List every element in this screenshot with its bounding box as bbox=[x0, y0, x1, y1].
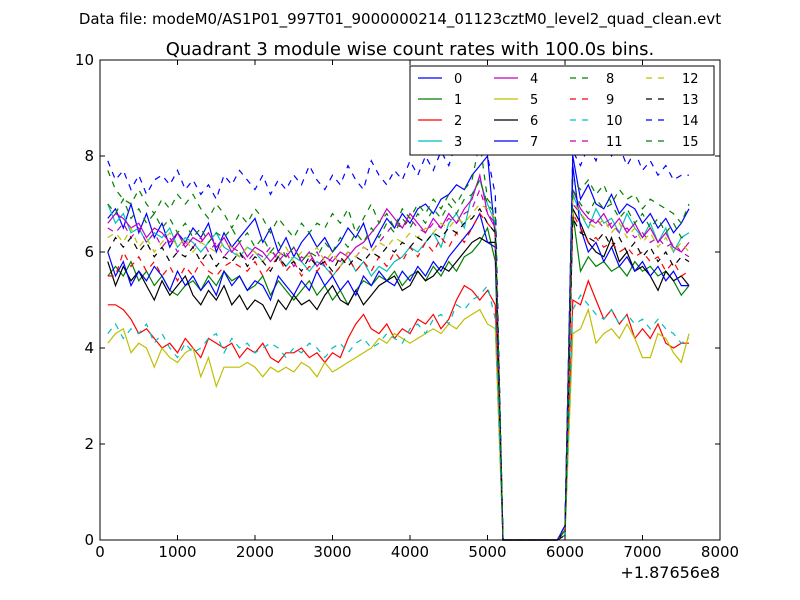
x-tick-label: 4000 bbox=[391, 543, 429, 561]
y-tick-label: 4 bbox=[84, 339, 94, 357]
series-line-7 bbox=[107, 165, 689, 541]
series-line-10 bbox=[107, 284, 690, 541]
legend-label-11: 11 bbox=[606, 135, 623, 150]
series-line-9 bbox=[107, 211, 690, 541]
plot-series-group bbox=[107, 103, 690, 541]
series-line-14 bbox=[107, 103, 689, 541]
y-tick-label: 10 bbox=[75, 51, 94, 69]
x-tick-label: 6000 bbox=[546, 543, 584, 561]
legend-label-2: 2 bbox=[454, 114, 462, 129]
x-tick-label: 1000 bbox=[158, 543, 196, 561]
x-axis-offset-label: +1.87656e8 bbox=[620, 563, 720, 582]
series-line-1 bbox=[107, 213, 690, 541]
legend-box bbox=[409, 65, 715, 156]
x-tick-label: 2000 bbox=[236, 543, 274, 561]
y-tick-label: 2 bbox=[84, 435, 94, 453]
x-tick-label: 5000 bbox=[468, 543, 506, 561]
x-tick-label: 0 bbox=[95, 543, 105, 561]
data-file-label: Data file: modeM0/AS1P01_997T01_90000002… bbox=[79, 10, 721, 29]
series-line-6 bbox=[107, 206, 690, 541]
legend-label-9: 9 bbox=[606, 93, 614, 108]
x-tick-label: 3000 bbox=[313, 543, 351, 561]
series-line-2 bbox=[107, 279, 689, 541]
x-tick-label: 8000 bbox=[701, 543, 739, 561]
legend-label-3: 3 bbox=[454, 135, 462, 150]
legend-label-12: 12 bbox=[682, 72, 699, 87]
series-line-8 bbox=[107, 141, 690, 541]
legend-label-15: 15 bbox=[682, 135, 699, 150]
series-line-0 bbox=[107, 154, 690, 541]
y-tick-label: 8 bbox=[84, 147, 94, 165]
legend-label-4: 4 bbox=[530, 72, 538, 87]
chart-title: Quadrant 3 module wise count rates with … bbox=[166, 39, 655, 60]
legend-label-7: 7 bbox=[530, 135, 538, 150]
series-line-15 bbox=[107, 178, 689, 541]
series-line-5 bbox=[107, 307, 690, 541]
legend-label-1: 1 bbox=[454, 93, 462, 108]
series-line-3 bbox=[107, 178, 690, 541]
series-line-11 bbox=[107, 187, 690, 541]
legend-label-5: 5 bbox=[530, 93, 538, 108]
y-tick-label: 0 bbox=[84, 531, 94, 549]
legend-label-6: 6 bbox=[530, 114, 538, 129]
legend-label-14: 14 bbox=[682, 114, 699, 129]
legend-label-13: 13 bbox=[682, 93, 699, 108]
x-tick-label: 7000 bbox=[623, 543, 661, 561]
series-line-12 bbox=[107, 196, 690, 541]
series-line-13 bbox=[107, 207, 690, 541]
legend-label-10: 10 bbox=[606, 114, 623, 129]
legend-label-0: 0 bbox=[454, 72, 462, 87]
y-tick-label: 6 bbox=[84, 243, 94, 261]
legend-label-8: 8 bbox=[606, 72, 614, 87]
